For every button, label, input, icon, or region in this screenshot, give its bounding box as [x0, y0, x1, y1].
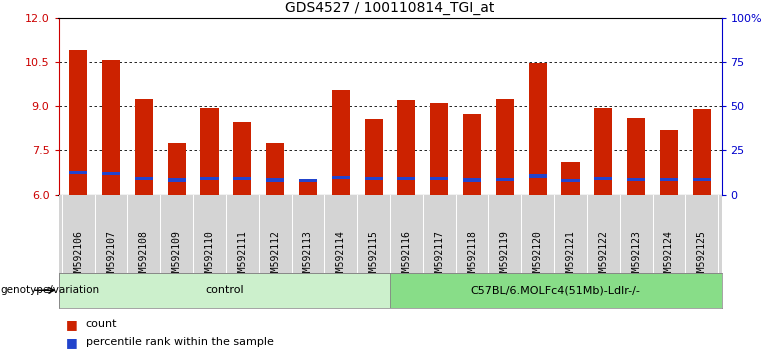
Text: GSM592111: GSM592111	[237, 230, 247, 282]
Bar	[496, 178, 514, 181]
Bar	[463, 114, 481, 195]
Bar	[594, 108, 612, 195]
Bar	[660, 130, 678, 195]
Text: GSM592109: GSM592109	[172, 230, 182, 282]
Text: GSM592113: GSM592113	[303, 230, 313, 282]
Bar	[233, 122, 251, 195]
Bar	[266, 178, 284, 182]
Text: GSM592122: GSM592122	[598, 230, 608, 282]
Bar	[693, 109, 711, 195]
Bar	[364, 119, 383, 195]
Bar	[431, 103, 448, 195]
Bar	[660, 178, 678, 181]
Text: GSM592112: GSM592112	[270, 230, 280, 282]
Bar	[135, 177, 153, 180]
Text: ■: ■	[66, 318, 78, 331]
Bar	[562, 162, 580, 195]
Bar	[299, 179, 317, 182]
Bar	[168, 143, 186, 195]
Bar	[397, 177, 416, 180]
Bar	[364, 177, 383, 180]
Bar	[200, 108, 218, 195]
Text: GSM592110: GSM592110	[204, 230, 215, 282]
Text: GSM592119: GSM592119	[500, 230, 510, 282]
Bar	[496, 99, 514, 195]
Text: GSM592106: GSM592106	[73, 230, 83, 282]
Bar	[562, 179, 580, 182]
Bar	[69, 171, 87, 175]
Text: C57BL/6.MOLFc4(51Mb)-Ldlr-/-: C57BL/6.MOLFc4(51Mb)-Ldlr-/-	[471, 285, 640, 295]
Bar	[529, 63, 547, 195]
Text: genotype/variation: genotype/variation	[1, 285, 100, 295]
Text: GSM592120: GSM592120	[533, 230, 543, 282]
Bar	[397, 100, 416, 195]
Text: control: control	[205, 285, 243, 295]
Bar	[58, 273, 390, 308]
Text: GSM592123: GSM592123	[631, 230, 641, 282]
Text: GSM592114: GSM592114	[335, 230, 346, 282]
Bar	[332, 90, 349, 195]
Text: percentile rank within the sample: percentile rank within the sample	[86, 337, 274, 348]
Bar	[233, 177, 251, 180]
Bar	[463, 178, 481, 182]
Text: GSM592124: GSM592124	[664, 230, 674, 282]
Bar	[693, 178, 711, 181]
Bar	[102, 61, 120, 195]
Bar	[266, 143, 284, 195]
Text: GSM592108: GSM592108	[139, 230, 149, 282]
Text: GSM592121: GSM592121	[566, 230, 576, 282]
Bar	[390, 273, 722, 308]
Text: GSM592107: GSM592107	[106, 230, 116, 282]
Text: GSM592116: GSM592116	[402, 230, 411, 282]
Bar	[529, 175, 547, 178]
Bar	[299, 180, 317, 195]
Text: ■: ■	[66, 336, 78, 349]
Text: GSM592117: GSM592117	[434, 230, 445, 282]
Bar	[332, 176, 349, 179]
Bar	[200, 177, 218, 180]
Text: count: count	[86, 319, 117, 329]
Bar	[168, 178, 186, 182]
Title: GDS4527 / 100110814_TGI_at: GDS4527 / 100110814_TGI_at	[285, 1, 495, 15]
Bar	[135, 99, 153, 195]
Text: GSM592118: GSM592118	[467, 230, 477, 282]
Bar	[594, 177, 612, 180]
Bar	[627, 118, 645, 195]
Text: GSM592125: GSM592125	[697, 230, 707, 282]
Text: GSM592115: GSM592115	[369, 230, 378, 282]
Bar	[69, 50, 87, 195]
Bar	[431, 177, 448, 180]
Bar	[102, 172, 120, 175]
Bar	[627, 178, 645, 181]
